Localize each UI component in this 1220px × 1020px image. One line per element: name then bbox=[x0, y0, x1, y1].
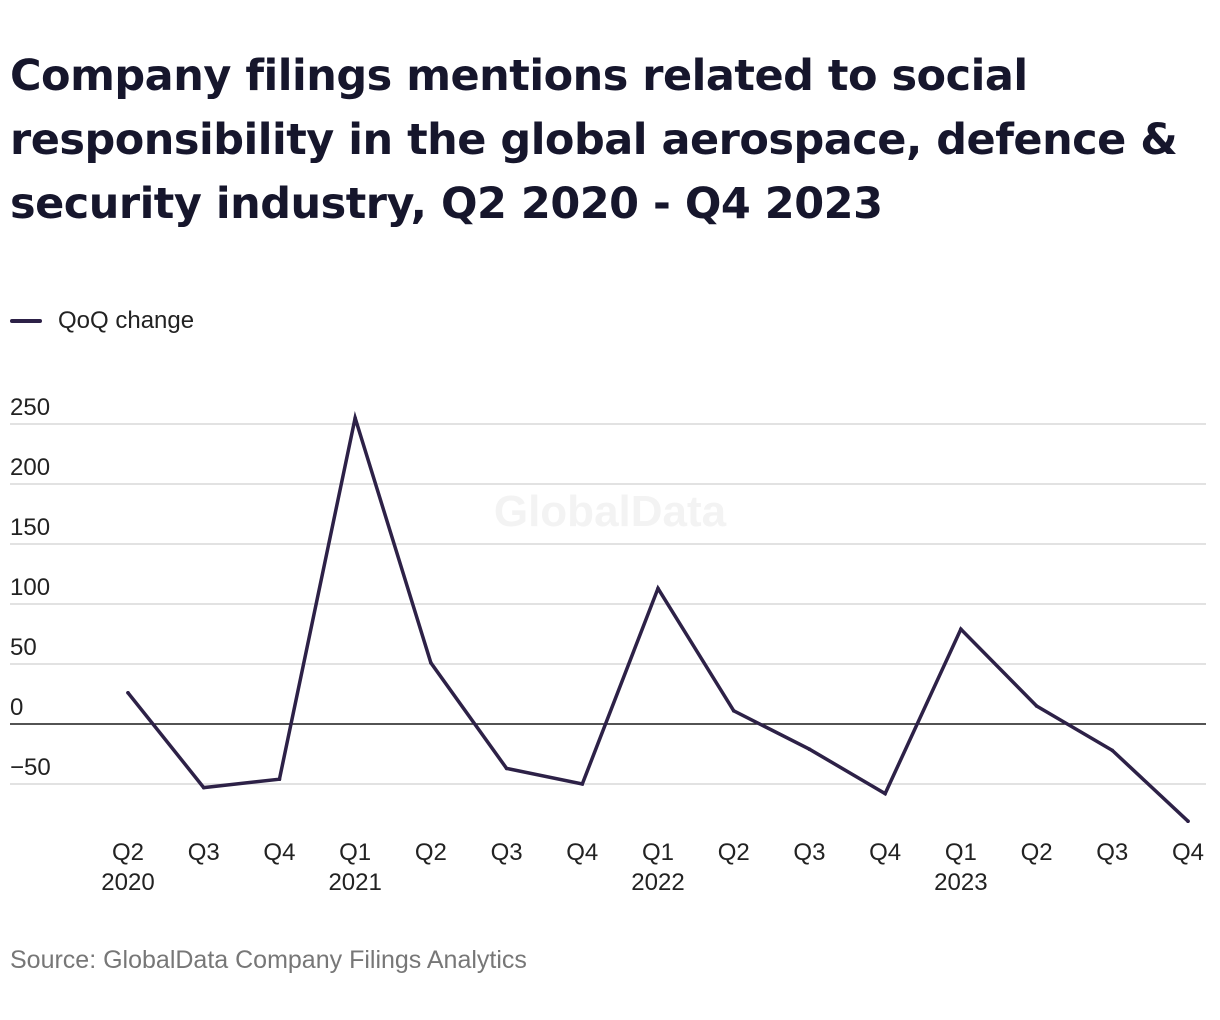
y-tick-label: 150 bbox=[10, 514, 50, 541]
x-tick-label: Q2 bbox=[415, 839, 447, 866]
series-group bbox=[126, 411, 1190, 823]
legend-line-swatch bbox=[10, 319, 42, 323]
data-point bbox=[504, 766, 509, 771]
data-point bbox=[429, 661, 433, 665]
x-tick-label: Q2 bbox=[112, 839, 144, 866]
y-tick-label: 250 bbox=[10, 394, 50, 421]
x-tick-label: Q4 bbox=[869, 839, 901, 866]
x-tick-label: Q1 bbox=[339, 839, 371, 866]
y-tick-label: −50 bbox=[10, 754, 51, 781]
x-tick-year-label: 2021 bbox=[328, 869, 381, 896]
data-point bbox=[1034, 704, 1039, 708]
chart-title: Company filings mentions related to soci… bbox=[10, 51, 1178, 229]
x-tick-label: Q2 bbox=[718, 839, 750, 866]
data-point bbox=[353, 416, 357, 420]
x-tick-year-label: 2022 bbox=[631, 869, 684, 896]
x-tick-label: Q3 bbox=[1096, 839, 1128, 866]
y-tick-label: 200 bbox=[10, 454, 50, 481]
x-tick-label: Q4 bbox=[566, 839, 598, 866]
data-point bbox=[656, 586, 660, 591]
x-tick-year-label: 2023 bbox=[934, 869, 987, 896]
data-point bbox=[580, 782, 585, 786]
x-tick-label: Q1 bbox=[642, 839, 674, 866]
legend-label: QoQ change bbox=[58, 307, 195, 334]
y-tick-label: 0 bbox=[10, 694, 23, 721]
data-point bbox=[807, 747, 812, 751]
data-point bbox=[126, 691, 130, 695]
chart-legend: QoQ change bbox=[10, 306, 194, 336]
watermark-text: GlobalData bbox=[494, 487, 727, 536]
x-axis-ticks: Q2 2020 Q3 Q4 Q1 2021 Q2 Q3 Q4 Q1 2022 Q2 Q3 Q4 Q1 2023… bbox=[101, 839, 1204, 896]
data-point bbox=[1186, 819, 1190, 823]
series-line-qoq-change bbox=[126, 411, 1190, 823]
data-point bbox=[277, 777, 282, 781]
source-note: Source: GlobalData Company Filings Analy… bbox=[10, 946, 527, 974]
y-tick-label: 100 bbox=[10, 574, 50, 601]
data-point bbox=[1110, 748, 1115, 753]
x-tick-label: Q3 bbox=[793, 839, 825, 866]
x-tick-label: Q1 bbox=[945, 839, 977, 866]
y-tick-label: 50 bbox=[10, 634, 37, 661]
data-point bbox=[201, 785, 206, 790]
data-point bbox=[883, 791, 887, 796]
data-point bbox=[959, 627, 963, 631]
x-tick-label: Q3 bbox=[491, 839, 523, 866]
y-axis-ticks: 250 200 150 100 50 0 −50 bbox=[10, 394, 51, 781]
x-tick-label: Q3 bbox=[188, 839, 220, 866]
x-tick-label: Q4 bbox=[263, 839, 295, 866]
grid-lines bbox=[10, 423, 1206, 785]
data-point bbox=[731, 709, 736, 713]
x-tick-year-label: 2020 bbox=[101, 869, 154, 896]
x-tick-label: Q4 bbox=[1172, 839, 1204, 866]
x-tick-label: Q2 bbox=[1021, 839, 1053, 866]
